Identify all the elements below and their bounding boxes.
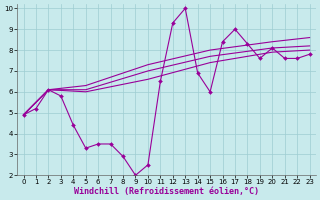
X-axis label: Windchill (Refroidissement éolien,°C): Windchill (Refroidissement éolien,°C) <box>74 187 259 196</box>
